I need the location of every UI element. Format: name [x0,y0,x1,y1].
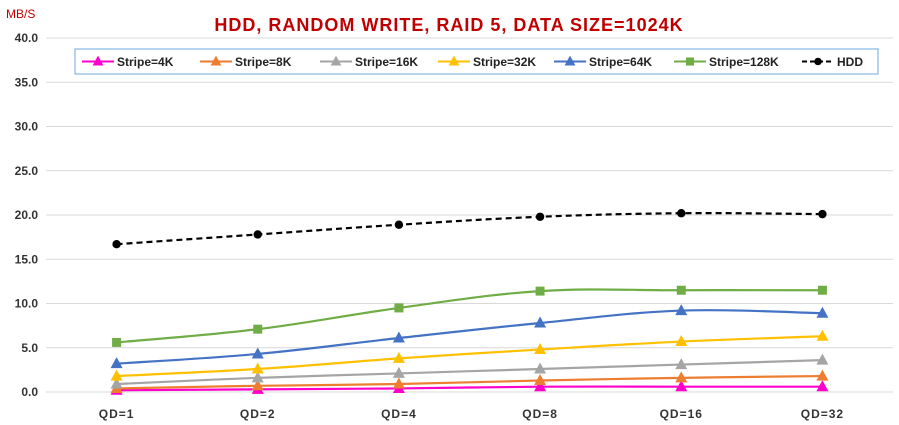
series-line [116,385,823,392]
legend-item-stripe-16k: Stripe=16K [320,55,418,69]
legend-marker [210,55,222,66]
x-tick-label: QD=32 [801,407,844,421]
series-stripe-16k [110,353,829,389]
series-line [116,309,823,365]
x-axis-ticks: QD=1 QD=2 QD=4 QD=8 QD=16 QD=32 [99,407,844,421]
series-layer [110,209,829,395]
data-point [112,240,121,249]
data-point [110,357,123,369]
x-tick-label: QD=2 [240,407,276,421]
x-tick-label: QD=1 [99,407,135,421]
legend-label: Stripe=16K [355,55,418,69]
data-point [817,285,827,295]
data-point [675,358,688,370]
data-point [112,337,122,347]
data-point [675,304,688,316]
legend-item-stripe-8k: Stripe=8K [200,55,292,69]
y-tick-label: 0.0 [21,385,38,399]
y-tick-label: 20.0 [15,208,39,222]
legend-item-stripe-64k: Stripe=64K [554,55,652,69]
x-tick-label: QD=16 [660,407,703,421]
series-line [116,288,823,344]
data-point [535,212,545,221]
y-tick-label: 25.0 [15,164,39,178]
y-tick-label: 40.0 [15,31,39,45]
series-line [116,335,823,378]
legend-label: HDD [837,55,863,69]
data-point [677,209,686,218]
y-tick-label: 35.0 [15,75,39,89]
legend-marker [685,57,695,66]
legend-label: Stripe=8K [235,55,292,69]
data-point [251,347,264,359]
data-point [676,285,686,295]
y-tick-label: 10.0 [15,297,39,311]
legend-item-hdd: HDD [802,55,863,69]
y-tick-label: 5.0 [21,341,38,355]
legend-item-stripe-128k: Stripe=128K [674,55,779,69]
data-point [534,316,547,328]
data-point [394,220,404,229]
data-point [110,377,123,389]
series-stripe-32k [110,329,829,381]
legend-item-stripe-4k: Stripe=4K [82,55,174,69]
data-point [675,335,688,347]
data-point [534,362,547,374]
data-point [535,286,545,296]
y-tick-label: 15.0 [15,252,39,266]
data-point [816,353,829,365]
x-tick-label: QD=8 [522,407,558,421]
series-line [116,374,823,390]
series-line [116,212,823,246]
data-point [251,371,264,383]
data-point [675,371,688,383]
data-point [534,380,547,392]
legend-marker [448,55,460,66]
legend-marker [92,55,104,66]
legend-marker [330,55,342,66]
legend-marker [814,57,822,66]
y-axis-ticks: 0.0 5.0 10.0 15.0 20.0 25.0 30.0 35.0 40.0 [15,31,39,399]
data-point [818,209,827,219]
data-point [394,303,404,313]
legend-item-stripe-32k: Stripe=32K [438,55,536,69]
data-point [816,369,829,381]
gridlines [46,37,893,393]
legend-marker [564,55,576,66]
data-point [110,369,123,381]
legend-label: Stripe=64K [589,55,652,69]
data-point [816,306,829,318]
series-line [116,359,823,386]
series-stripe-8k [110,369,829,393]
data-point [816,380,829,392]
data-point [816,329,829,341]
data-point [251,362,264,374]
data-point [251,379,264,391]
y-tick-label: 30.0 [15,120,39,134]
data-point [392,377,405,389]
legend-label: Stripe=4K [117,55,174,69]
legend: Stripe=4K Stripe=8K Stripe=16K Stripe=32K St… [74,48,879,75]
legend-label: Stripe=128K [709,55,779,69]
data-point [392,331,405,343]
legend-label: Stripe=32K [473,55,536,69]
y-axis-label: MB/S [6,7,35,21]
series-hdd [112,209,827,249]
data-point [253,230,262,239]
data-point [675,380,688,392]
data-point [392,366,405,378]
chart-title: HDD, RANDOM WRITE, RAID 5, DATA SIZE=102… [214,15,683,35]
data-point [534,373,547,385]
x-tick-label: QD=4 [381,407,417,421]
data-point [534,343,547,355]
series-stripe-128k [112,285,827,347]
data-point [253,324,263,334]
data-point [392,351,405,363]
series-stripe-64k [110,304,829,369]
